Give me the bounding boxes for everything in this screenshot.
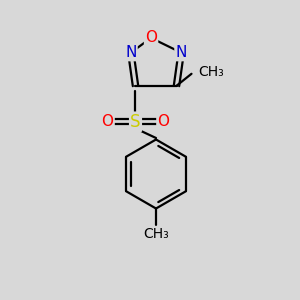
Text: CH₃: CH₃ — [198, 65, 224, 79]
Text: O: O — [102, 114, 114, 129]
Text: O: O — [158, 114, 169, 129]
Text: N: N — [176, 45, 187, 60]
Text: S: S — [130, 113, 141, 131]
Text: N: N — [125, 45, 136, 60]
Text: CH₃: CH₃ — [143, 227, 169, 241]
Text: O: O — [145, 30, 157, 45]
